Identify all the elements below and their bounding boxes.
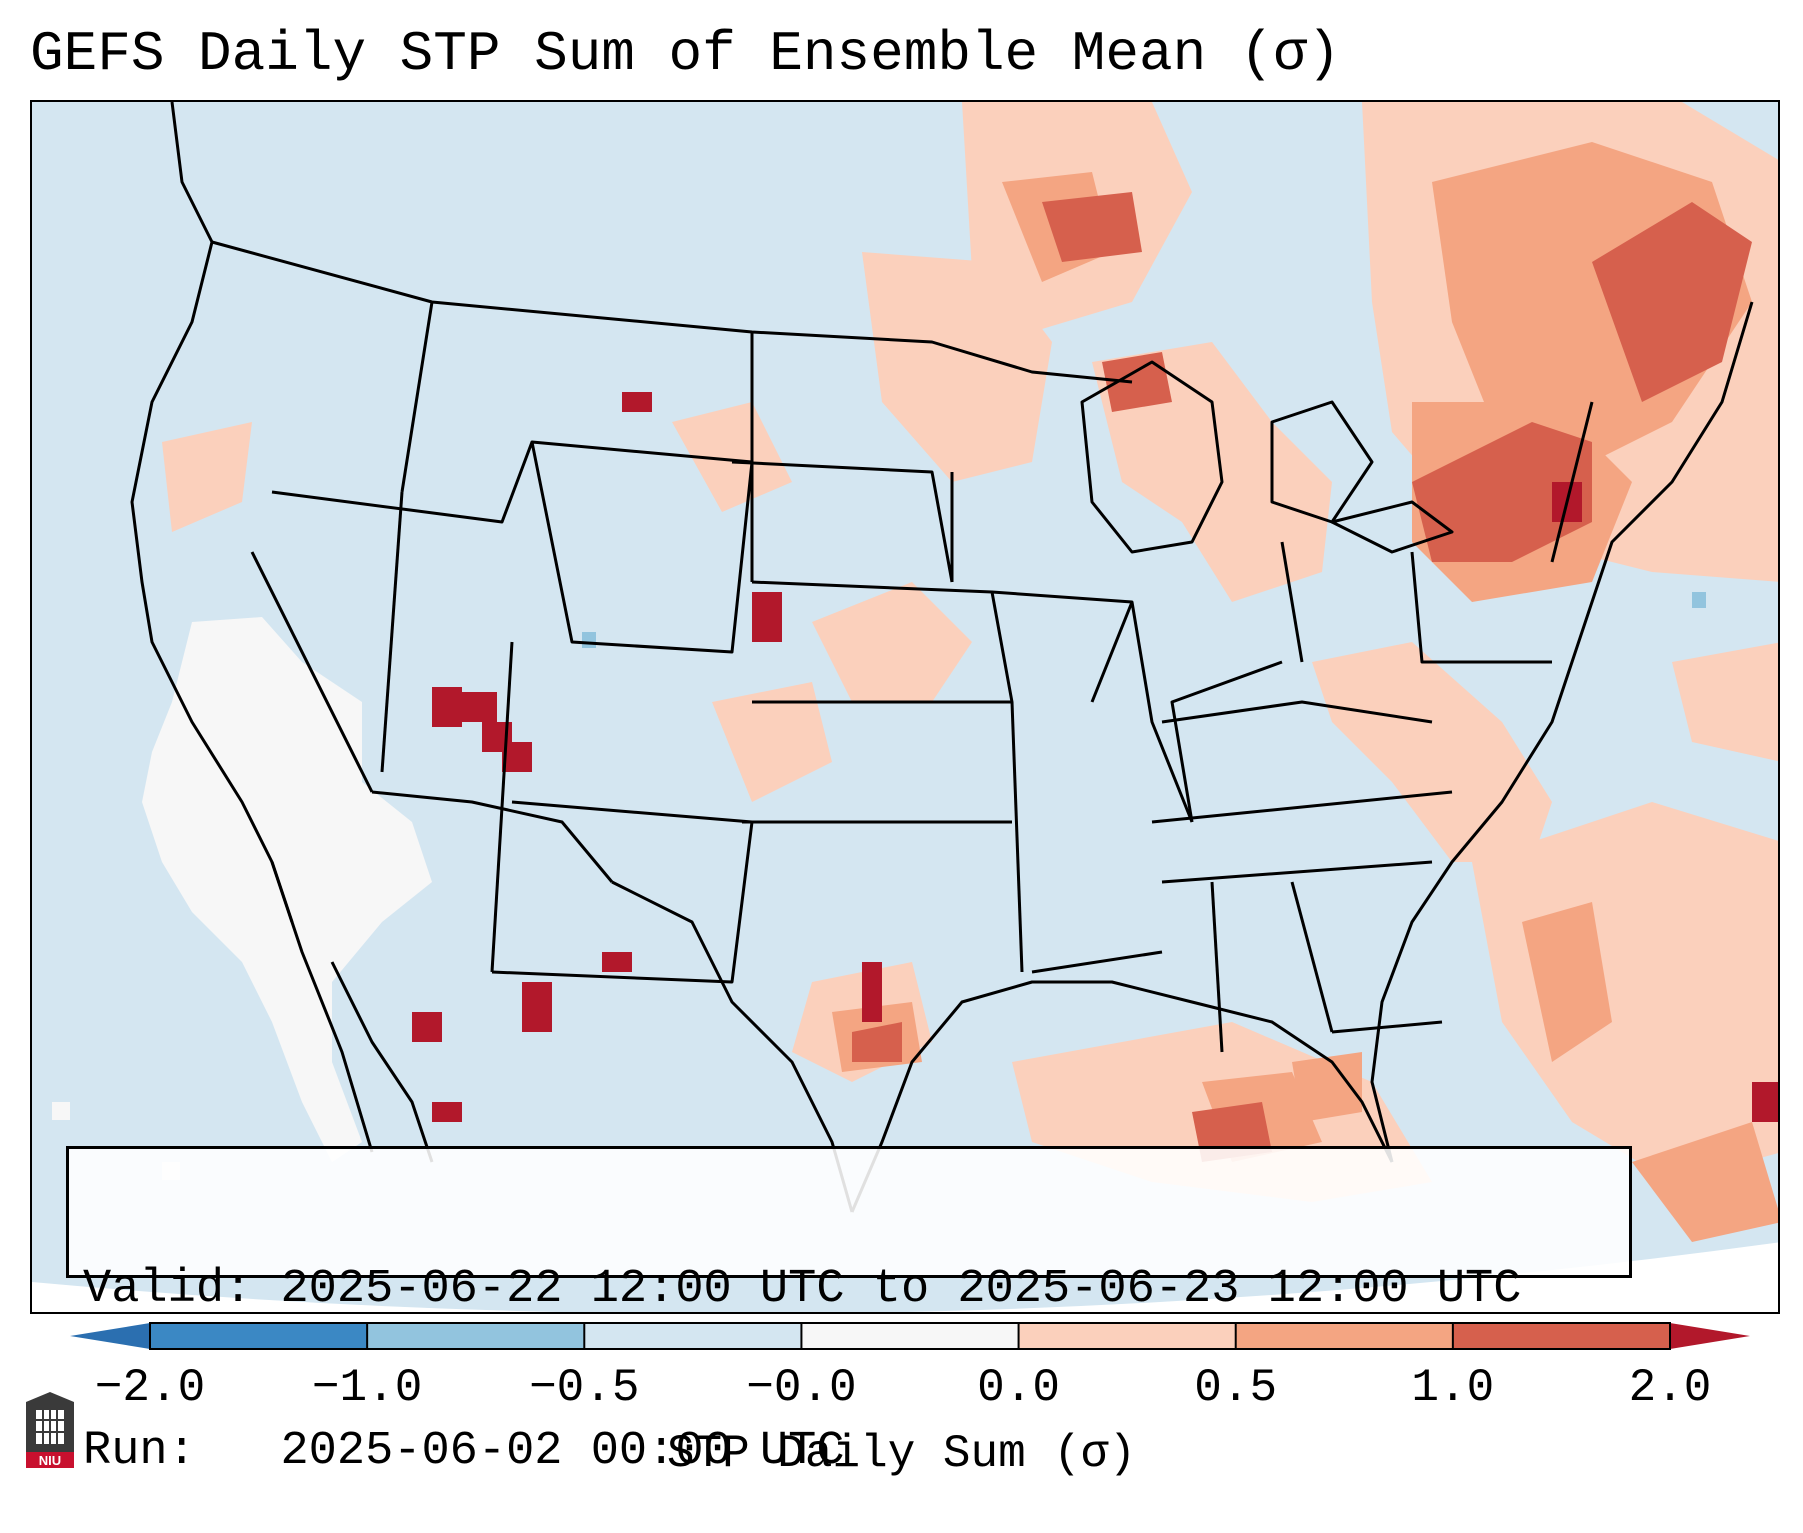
colorbar-bins [150, 1323, 1671, 1349]
valid-value: 2025-06-22 12:00 UTC to 2025-06-23 12:00… [280, 1263, 1522, 1316]
colorbar-bin [1235, 1323, 1454, 1349]
niu-logo-text: NIU [39, 1453, 61, 1468]
map-title: GEFS Daily STP Sum of Ensemble Mean (σ) [30, 22, 1341, 86]
colorbar-tick-label: 0.5 [1194, 1362, 1278, 1414]
colorbar-bin [1452, 1323, 1671, 1349]
negative-anomaly-cell [1692, 592, 1706, 608]
colorbar-tick-label: −1.0 [311, 1362, 423, 1414]
colorbar-ticks [149, 1323, 1671, 1349]
colorbar-bin [584, 1323, 802, 1349]
valid-row: Valid: 2025-06-22 12:00 UTC to 2025-06-2… [83, 1263, 1615, 1317]
colorbar-bin [1018, 1323, 1237, 1349]
negative-anomaly-cell [582, 632, 596, 648]
colorbar [70, 1322, 1750, 1350]
colorbar-extend-max [1670, 1323, 1750, 1349]
colorbar-bin [801, 1323, 1020, 1349]
niu-logo-icon: NIU [26, 1392, 74, 1468]
colorbar-bin [367, 1323, 585, 1349]
extreme-positive-areas [412, 392, 1778, 1122]
colorbar-tick-label: 0.0 [977, 1362, 1060, 1414]
stp-map [32, 102, 1778, 1312]
strong-positive-areas [852, 192, 1752, 1162]
colorbar-label: STP Daily Sum (σ) [666, 1428, 1137, 1480]
colorbar-tick-label: 2.0 [1628, 1362, 1712, 1414]
map-outer-edge [32, 1242, 1778, 1312]
colorbar-tick-label: −2.0 [94, 1362, 206, 1414]
colorbar-tick-label: 1.0 [1411, 1362, 1495, 1414]
boundary-lines [130, 102, 1754, 1213]
run-row: Run: 2025-06-02 00:00 UTC [83, 1425, 1615, 1479]
colorbar-tick-label: −0.5 [529, 1362, 640, 1414]
colorbar-bin [150, 1323, 368, 1349]
run-label: Run: [83, 1425, 196, 1478]
colorbar-extend-min [70, 1323, 150, 1349]
valid-info-box: Valid: 2025-06-22 12:00 UTC to 2025-06-2… [66, 1146, 1632, 1478]
colorbar-tick-label: −0.0 [746, 1362, 857, 1414]
map-panel [30, 100, 1780, 1314]
run-value: 2025-06-02 00:00 UTC [280, 1425, 845, 1478]
valid-label: Valid: [83, 1263, 253, 1316]
